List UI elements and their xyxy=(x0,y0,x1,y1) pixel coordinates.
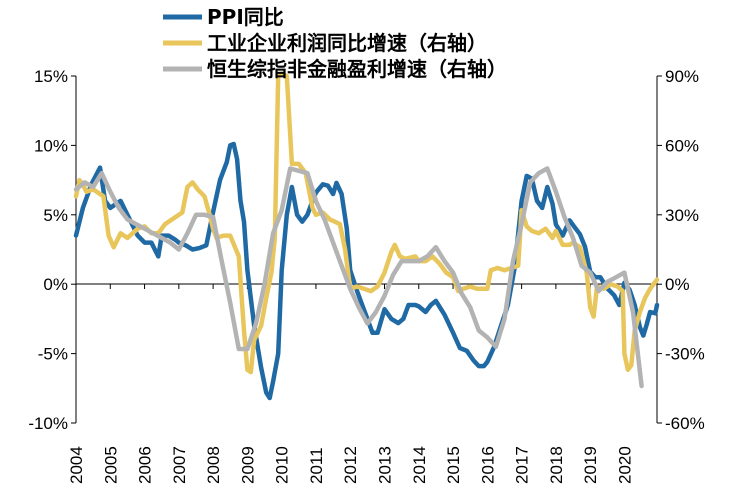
x-tick-label: 2004 xyxy=(67,446,86,484)
x-tick-label: 2006 xyxy=(136,446,155,484)
y-right-tick-label: -30% xyxy=(665,345,705,364)
y-left-tick-label: 15% xyxy=(34,67,68,86)
y-right-tick-label: 0% xyxy=(665,275,690,294)
x-tick-label: 2017 xyxy=(513,446,532,484)
y-right-tick-label: 90% xyxy=(665,67,699,86)
x-tick-label: 2007 xyxy=(170,446,189,484)
series-line-3 xyxy=(73,166,644,389)
x-tick-label: 2018 xyxy=(547,446,566,484)
x-tick-label: 2009 xyxy=(238,446,257,484)
series-line-1 xyxy=(73,141,660,401)
x-tick-label: 2014 xyxy=(410,446,429,484)
y-right-tick-label: 60% xyxy=(665,136,699,155)
y-right-tick-label: 30% xyxy=(665,206,699,225)
x-tick-label: 2015 xyxy=(444,446,463,484)
legend-label-2: 工业企业利润同比增速（右轴） xyxy=(207,31,487,55)
x-tick-label: 2010 xyxy=(273,446,292,484)
x-tick-label: 2020 xyxy=(615,446,634,484)
x-tick-label: 2012 xyxy=(341,446,360,484)
y-right-tick-label: -60% xyxy=(665,414,705,433)
x-tick-label: 2011 xyxy=(307,447,326,484)
y-left-tick-label: 0% xyxy=(43,275,68,294)
y-left-tick-label: -5% xyxy=(38,345,68,364)
series-group xyxy=(73,71,660,401)
x-tick-label: 2005 xyxy=(101,446,120,484)
y-left-tick-label: 5% xyxy=(43,206,68,225)
x-tick-label: 2013 xyxy=(375,446,394,484)
legend-label-1: PPI同比 xyxy=(207,5,284,29)
axes-group: -10% -5% 0% 5% 10% 15% -60% -30% 0% 30% 60% 90% 2004… xyxy=(28,67,704,484)
x-tick-label: 2008 xyxy=(204,446,223,484)
legend-label-3: 恒生综指非金融盈利增速（右轴） xyxy=(207,57,507,81)
y-left-tick-label: -10% xyxy=(28,414,68,433)
x-tick-label: 2016 xyxy=(478,446,497,484)
x-tick-label: 2019 xyxy=(581,446,600,484)
y-left-tick-label: 10% xyxy=(34,136,68,155)
